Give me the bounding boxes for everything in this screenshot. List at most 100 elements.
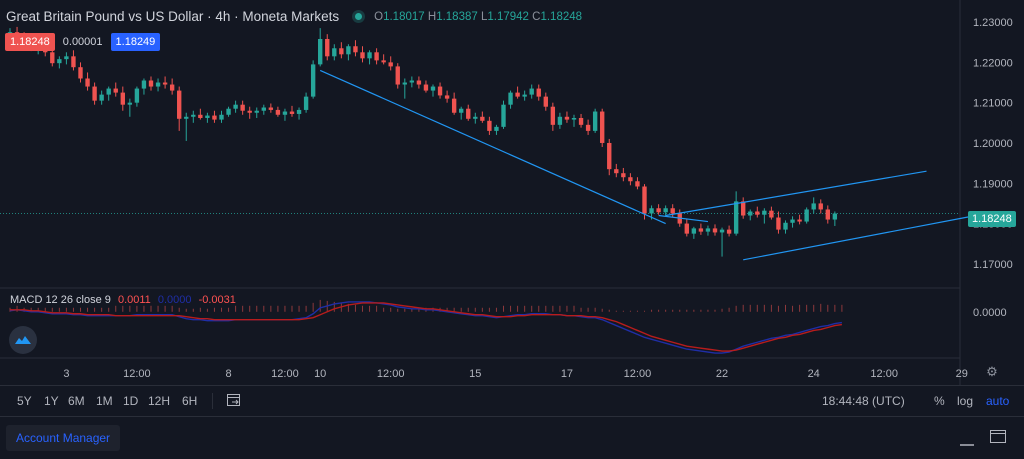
candle-body (198, 114, 203, 118)
range-6m[interactable]: 6M (68, 394, 85, 408)
candle-body (480, 116, 485, 121)
candle-body (50, 52, 55, 64)
time-tick-label: 24 (808, 368, 820, 380)
candle-body (733, 201, 739, 234)
candle-body (254, 110, 259, 113)
broker-logo-icon[interactable] (9, 326, 37, 354)
price-tick-label: 1.21000 (973, 98, 1013, 110)
range-6h[interactable]: 6H (182, 394, 198, 408)
range-12h[interactable]: 12H (148, 394, 171, 408)
candle-body (487, 120, 492, 131)
candle-body (78, 67, 83, 79)
candle-body (473, 116, 478, 119)
range-1y[interactable]: 1Y (44, 394, 59, 408)
candle-body (332, 48, 337, 57)
candle-body (388, 62, 393, 67)
spread-value: 0.00001 (62, 36, 103, 48)
macd-legend[interactable]: MACD 12 26 close 9 0.0011 0.0000 -0.0031 (10, 294, 236, 306)
candle-body (374, 52, 379, 61)
candle-body (501, 104, 506, 127)
candle-body (310, 64, 316, 97)
candle-body (444, 95, 450, 99)
price-tick-label: 1.17000 (973, 259, 1013, 271)
calendar-arrow-icon (227, 394, 240, 406)
time-tick-label: 29 (956, 368, 968, 380)
time-tick-label: 22 (716, 368, 728, 380)
chart-canvas[interactable]: 1.23000 1.22000 1.21000 1.20000 1.19000 1.180… (0, 0, 1024, 385)
candle-body (776, 217, 781, 230)
candle-body (184, 116, 189, 119)
candle-body (656, 208, 661, 213)
settings-gear-icon[interactable]: ⚙ (986, 364, 998, 379)
minimize-panel-icon[interactable] (960, 434, 974, 452)
candle-body (303, 96, 309, 110)
candle-body (494, 126, 499, 131)
macd-tick-label: 0.0000 (973, 307, 1007, 319)
time-tick-label: 15 (469, 368, 481, 380)
candle-body (148, 80, 154, 87)
open-value: 1.18017 (383, 10, 425, 23)
candle-body (564, 116, 570, 120)
range-5y[interactable]: 5Y (17, 394, 32, 408)
percent-toggle[interactable]: % (934, 394, 945, 408)
candle-body (318, 39, 323, 65)
price-tick-label: 1.19000 (973, 178, 1013, 190)
toolbar-divider (212, 393, 213, 409)
candle-body (120, 92, 125, 105)
candle-body (402, 82, 407, 85)
log-toggle[interactable]: log (957, 394, 974, 408)
signal-value: 0.0000 (157, 294, 192, 306)
candle-body (515, 92, 520, 97)
candle-body (825, 209, 830, 220)
candle-body (395, 66, 400, 85)
range-1m[interactable]: 1M (96, 394, 113, 408)
account-manager-tab[interactable]: Account Manager (6, 425, 121, 451)
candle-body (557, 116, 563, 125)
candle-body (212, 115, 217, 120)
candle-body (698, 228, 704, 232)
auto-toggle[interactable]: auto (986, 394, 1010, 408)
candle-body (508, 92, 513, 105)
chart-area[interactable]: 1.23000 1.22000 1.21000 1.20000 1.19000 1.180… (0, 0, 1024, 385)
candle-body (57, 59, 62, 64)
macd-line (9, 301, 842, 354)
candle-body (741, 201, 746, 216)
goto-date-icon[interactable] (226, 392, 242, 411)
candle-body (790, 219, 795, 223)
candle-body (113, 88, 118, 93)
candle-body (578, 117, 584, 125)
clock-time[interactable]: 18:44:48 (UTC) (822, 394, 905, 408)
candle-body (762, 210, 767, 215)
time-tick-label: 3 (63, 368, 69, 380)
sell-button[interactable]: 1.18248 (5, 33, 55, 51)
ohlc-values: O1.18017 H1.18387 L1.17942 C1.18248 (374, 11, 582, 23)
candle-body (191, 114, 196, 117)
macd-value: 0.0011 (117, 294, 151, 306)
candle-body (325, 39, 330, 57)
candle-body (205, 115, 210, 118)
candle-body (726, 229, 732, 234)
candle-body (755, 211, 760, 215)
candle-body (635, 181, 640, 187)
bottom-panel: Account Manager (0, 416, 1024, 459)
candle-body (712, 228, 718, 233)
symbol-legend: Great Britain Pound vs US Dollar · 4h · … (6, 9, 582, 24)
candle-body (748, 211, 753, 216)
candle-body (423, 84, 429, 91)
candle-body (585, 124, 591, 131)
candle-body (769, 210, 774, 218)
candle-body (127, 102, 133, 105)
candle-body (811, 203, 816, 210)
signal-line (10, 302, 842, 352)
open-label: O (374, 10, 384, 23)
candle-body (628, 177, 633, 182)
candle-body (226, 108, 231, 115)
range-1d[interactable]: 1D (123, 394, 139, 408)
candle-body (71, 56, 76, 68)
maximize-panel-icon[interactable] (990, 430, 1006, 448)
buy-button[interactable]: 1.18249 (110, 33, 161, 51)
symbol-title[interactable]: Great Britain Pound vs US Dollar · 4h · … (6, 9, 340, 24)
time-tick-label: 12:00 (377, 368, 405, 380)
candle-body (360, 52, 365, 59)
candle-body (783, 222, 788, 230)
